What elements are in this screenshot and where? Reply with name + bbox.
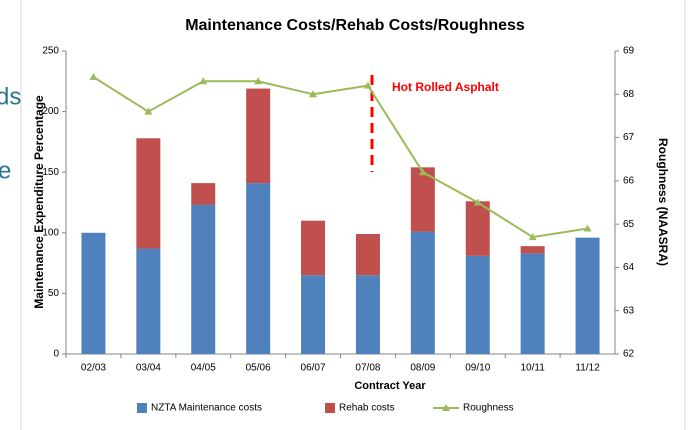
slide-text: ds xyxy=(0,83,21,110)
y-tick-label: 50 xyxy=(48,288,60,299)
line xyxy=(92,76,588,239)
x-tick-label: 09/10 xyxy=(465,363,490,374)
bar xyxy=(465,201,490,256)
y-tick-label: 250 xyxy=(42,46,59,57)
legend-label: Rehab costs xyxy=(339,403,395,414)
y2-tick-label: 65 xyxy=(623,219,635,230)
slide-text: e xyxy=(0,157,11,184)
x-tick-label: 03/04 xyxy=(136,363,161,374)
y2-tick-label: 63 xyxy=(623,305,635,316)
bar xyxy=(520,253,545,354)
bar xyxy=(301,275,326,354)
line-marker xyxy=(254,77,263,85)
bar xyxy=(246,183,271,354)
bar xyxy=(355,275,380,354)
x-axis-title: Contract Year xyxy=(354,380,426,392)
annotation: Hot Rolled Asphalt xyxy=(392,80,499,94)
line-marker xyxy=(418,168,427,176)
legend-label: NZTA Maintenance costs xyxy=(151,403,262,414)
chart-title: Maintenance Costs/Rehab Costs/Roughness xyxy=(185,17,525,34)
bar xyxy=(301,220,326,276)
line-marker xyxy=(528,233,537,241)
y-tick-label: 0 xyxy=(53,349,59,360)
line-marker xyxy=(144,107,153,115)
y2-axis-title: Roughness (NAASRA) xyxy=(656,138,670,266)
line-marker xyxy=(89,72,98,80)
line-marker xyxy=(199,77,208,85)
legend-swatch xyxy=(442,404,450,411)
y-tick-label: 200 xyxy=(42,106,59,117)
x-tick-label: 02/03 xyxy=(81,363,106,374)
x-tick-label: 10/11 xyxy=(521,363,546,374)
y2-tick-label: 62 xyxy=(623,349,635,360)
bar xyxy=(410,231,435,354)
y-axis-title: Maintenance Expenditure Percentage xyxy=(32,95,46,309)
legend-label: Roughness xyxy=(463,403,514,414)
y-tick-label: 100 xyxy=(42,227,59,238)
bar xyxy=(410,167,435,232)
x-tick-label: 11/12 xyxy=(575,363,600,374)
x-tick-label: 06/07 xyxy=(301,363,326,374)
x-tick-label: 04/05 xyxy=(191,363,216,374)
y2-tick-label: 68 xyxy=(623,89,635,100)
line-marker xyxy=(363,81,372,89)
bar xyxy=(355,234,380,276)
y2-tick-label: 67 xyxy=(623,132,635,143)
bar xyxy=(136,138,161,249)
line-marker xyxy=(583,224,592,232)
y-tick-label: 150 xyxy=(42,167,59,178)
chart-frame xyxy=(20,0,686,430)
bar xyxy=(191,183,216,205)
bar xyxy=(246,88,271,184)
y2-tick-label: 64 xyxy=(623,262,635,273)
x-tick-label: 05/06 xyxy=(246,363,271,374)
bar xyxy=(575,237,600,354)
x-tick-label: 07/08 xyxy=(355,363,380,374)
line-marker xyxy=(309,90,318,98)
x-tick-label: 08/09 xyxy=(410,363,435,374)
bar xyxy=(136,248,161,354)
y2-tick-label: 66 xyxy=(623,175,635,186)
bar xyxy=(191,204,216,354)
bar xyxy=(81,232,106,354)
line-marker xyxy=(473,198,482,206)
y2-tick-label: 69 xyxy=(623,46,635,57)
legend-swatch xyxy=(137,403,147,413)
bar xyxy=(465,255,490,354)
bar xyxy=(520,246,545,254)
legend-swatch xyxy=(325,403,335,413)
